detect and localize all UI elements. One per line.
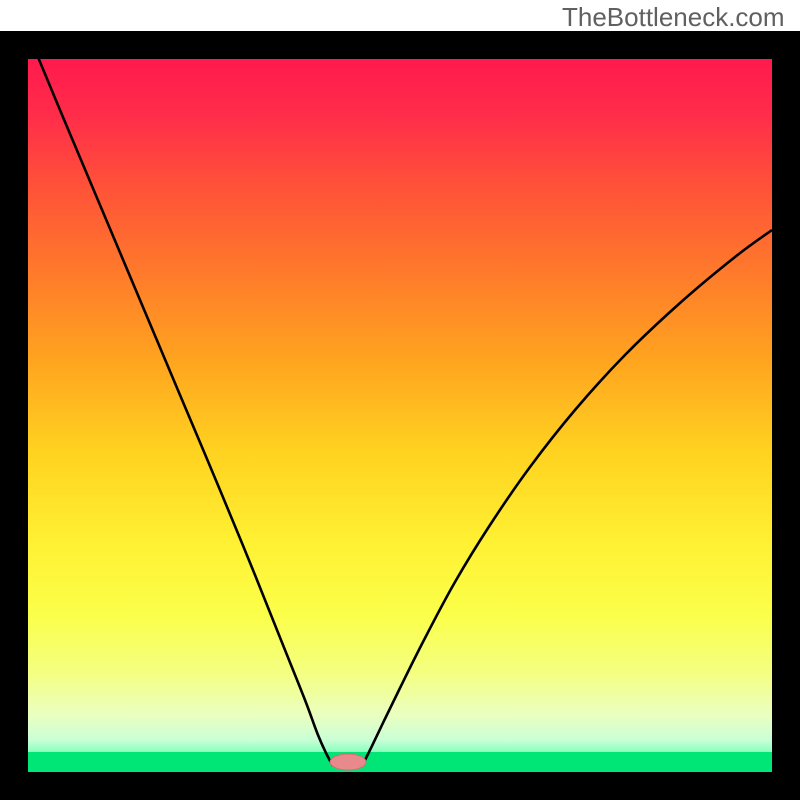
- watermark-text: TheBottleneck.com: [562, 2, 785, 33]
- green-band: [28, 752, 772, 772]
- bottleneck-chart: [0, 0, 800, 800]
- bottleneck-marker: [330, 754, 366, 770]
- plot-background-gradient: [28, 59, 772, 772]
